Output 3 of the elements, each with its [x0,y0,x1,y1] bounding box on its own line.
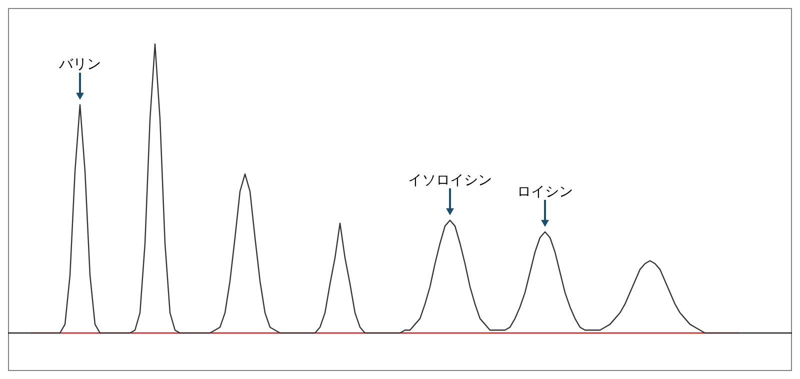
annotation: バリン [58,56,101,73]
annotation: ロイシン [517,184,573,200]
annotation: イソロイシン [408,172,492,188]
